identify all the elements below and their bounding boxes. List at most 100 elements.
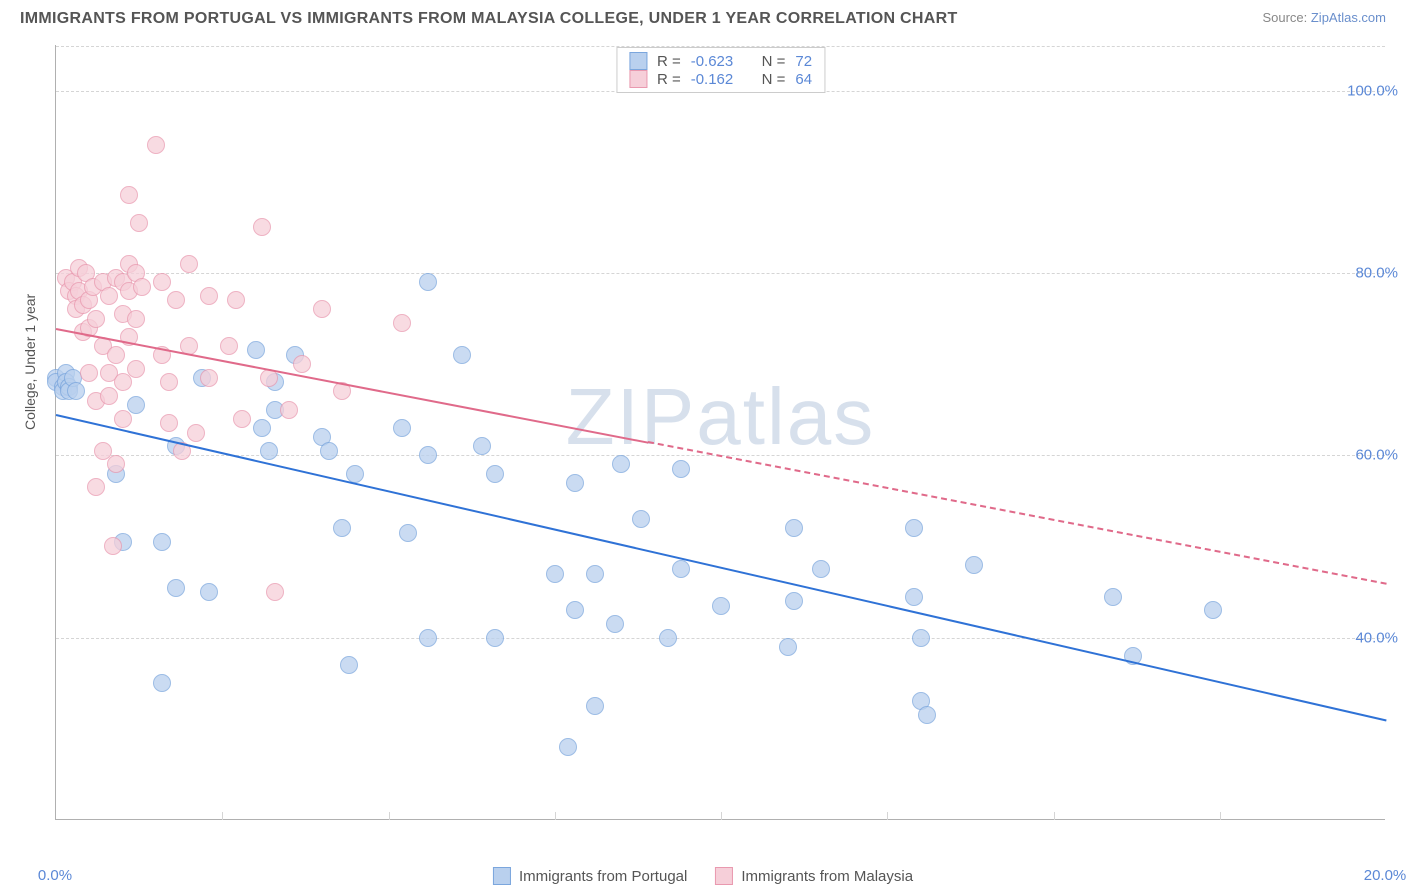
data-point [100,287,118,305]
data-point [280,401,298,419]
x-tick [389,812,390,820]
correlation-legend: R = -0.623 N = 72 R = -0.162 N = 64 [616,47,825,93]
legend-item-malaysia: Immigrants from Malaysia [715,867,913,885]
chart-header: IMMIGRANTS FROM PORTUGAL VS IMMIGRANTS F… [0,0,1406,36]
data-point [905,588,923,606]
data-point [266,583,284,601]
data-point [320,442,338,460]
data-point [779,638,797,656]
data-point [114,373,132,391]
y-tick-label: 100.0% [1347,82,1398,99]
series-legend: Immigrants from Portugal Immigrants from… [493,867,913,885]
source-link[interactable]: ZipAtlas.com [1311,10,1386,25]
data-point [1104,588,1122,606]
swatch-icon [629,70,647,88]
data-point [559,738,577,756]
data-point [153,674,171,692]
data-point [672,560,690,578]
data-point [127,396,145,414]
data-point [160,373,178,391]
data-point [918,706,936,724]
data-point [120,186,138,204]
x-tick [887,812,888,820]
data-point [160,414,178,432]
data-point [905,519,923,537]
data-point [672,460,690,478]
data-point [812,560,830,578]
data-point [393,314,411,332]
y-tick-label: 40.0% [1355,629,1398,646]
data-point [247,341,265,359]
x-tick-label: 0.0% [38,867,72,884]
data-point [1204,601,1222,619]
data-point [147,136,165,154]
data-point [127,310,145,328]
watermark: ZIPatlas [566,371,875,463]
x-tick [721,812,722,820]
data-point [606,615,624,633]
swatch-icon [493,867,511,885]
data-point [473,437,491,455]
data-point [187,424,205,442]
data-point [612,455,630,473]
data-point [419,446,437,464]
x-tick [1054,812,1055,820]
data-point [233,410,251,428]
data-point [114,410,132,428]
regression-line [56,414,1386,721]
x-tick [222,812,223,820]
data-point [167,579,185,597]
data-point [486,629,504,647]
data-point [566,474,584,492]
scatter-chart: ZIPatlas R = -0.623 N = 72 R = -0.162 N … [55,45,1385,820]
data-point [333,519,351,537]
data-point [419,273,437,291]
x-tick-label: 20.0% [1364,867,1406,884]
gridline [56,638,1385,639]
regression-line [648,441,1387,585]
data-point [200,369,218,387]
data-point [632,510,650,528]
data-point [253,419,271,437]
data-point [227,291,245,309]
x-tick [1220,812,1221,820]
data-point [659,629,677,647]
data-point [293,355,311,373]
swatch-icon [629,52,647,70]
swatch-icon [715,867,733,885]
data-point [393,419,411,437]
source-attribution: Source: ZipAtlas.com [1262,10,1386,25]
data-point [785,519,803,537]
legend-row-portugal: R = -0.623 N = 72 [629,52,812,70]
data-point [253,218,271,236]
data-point [340,656,358,674]
data-point [586,565,604,583]
legend-item-portugal: Immigrants from Portugal [493,867,687,885]
data-point [346,465,364,483]
data-point [153,273,171,291]
data-point [965,556,983,574]
data-point [313,300,331,318]
data-point [453,346,471,364]
data-point [566,601,584,619]
data-point [419,629,437,647]
data-point [100,387,118,405]
data-point [546,565,564,583]
data-point [130,214,148,232]
data-point [200,287,218,305]
data-point [67,382,85,400]
data-point [220,337,238,355]
data-point [87,478,105,496]
data-point [912,629,930,647]
data-point [133,278,151,296]
data-point [153,533,171,551]
y-axis-label: College, Under 1 year [22,294,38,430]
data-point [167,291,185,309]
data-point [107,455,125,473]
x-tick [555,812,556,820]
data-point [104,537,122,555]
gridline [56,273,1385,274]
data-point [127,360,145,378]
data-point [107,346,125,364]
data-point [785,592,803,610]
